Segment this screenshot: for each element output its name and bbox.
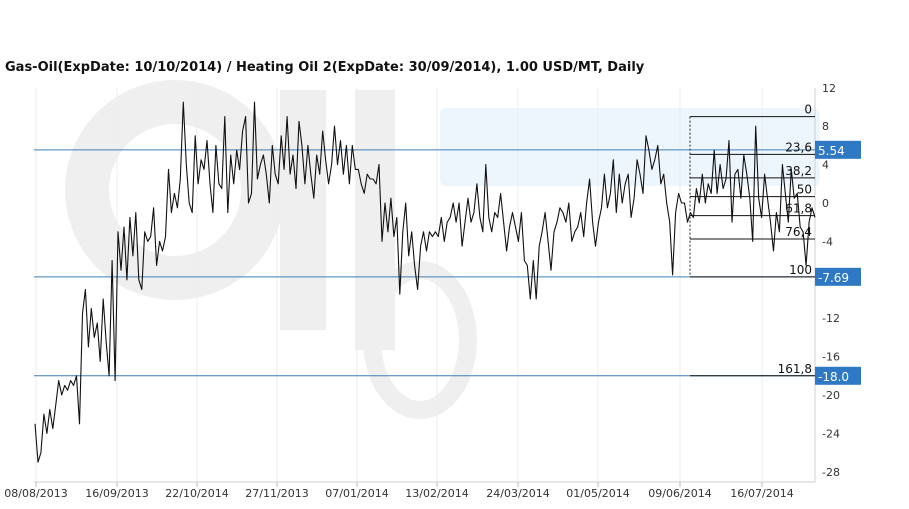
level-badge-label: -7.69 (818, 271, 849, 285)
y-tick-label: -16 (822, 351, 840, 364)
fib-level-label: 161,8 (778, 362, 812, 376)
x-axis-ticks: 08/08/2013 16/09/2013 22/10/2014 27/11/2013… (4, 482, 794, 500)
x-tick-label: 24/03/2014 (486, 487, 549, 500)
y-tick-label: 8 (822, 120, 829, 133)
chart-title: Gas-Oil(ExpDate: 10/10/2014) / Heating O… (5, 60, 645, 75)
y-tick-label: 12 (822, 82, 836, 95)
x-tick-label: 07/01/2014 (325, 487, 388, 500)
fib-level-label: 100 (789, 263, 812, 277)
y-tick-label: 0 (822, 197, 829, 210)
y-tick-label: -12 (822, 312, 840, 325)
x-tick-label: 27/11/2013 (245, 487, 308, 500)
x-tick-label: 16/07/2014 (730, 487, 793, 500)
y-axis-ticks: 12 8 4 0 -4 -12 -16 -20 -24 -28 (822, 82, 840, 479)
fib-level-label: 76,4 (785, 225, 812, 239)
level-badges: 5.54 -7.69 -18.0 (815, 140, 861, 385)
x-tick-label: 01/05/2014 (566, 487, 629, 500)
level-badge-label: 5.54 (818, 144, 845, 158)
x-tick-label: 08/08/2013 (4, 487, 67, 500)
fib-level-label: 38,2 (785, 164, 812, 178)
x-tick-label: 09/06/2014 (648, 487, 711, 500)
fib-level-label: 23,6 (785, 140, 812, 154)
x-tick-label: 13/02/2014 (405, 487, 468, 500)
level-badge (815, 140, 861, 159)
fib-level-label: 50 (797, 183, 812, 197)
y-tick-label: -28 (822, 466, 840, 479)
y-tick-label: 4 (822, 159, 829, 172)
x-tick-label: 16/09/2013 (85, 487, 148, 500)
y-tick-label: -24 (822, 427, 840, 440)
horizontal-levels (34, 149, 815, 377)
level-badge-label: -18.0 (818, 370, 849, 384)
series-line (34, 101, 816, 463)
level-badge (815, 267, 861, 286)
fib-level-label: 0 (804, 103, 812, 117)
x-tick-label: 22/10/2014 (165, 487, 228, 500)
watermark-logo (65, 80, 820, 419)
y-tick-label: -4 (822, 235, 833, 248)
y-tick-label: -20 (822, 389, 840, 402)
price-series (34, 101, 816, 463)
level-badge (815, 366, 861, 385)
